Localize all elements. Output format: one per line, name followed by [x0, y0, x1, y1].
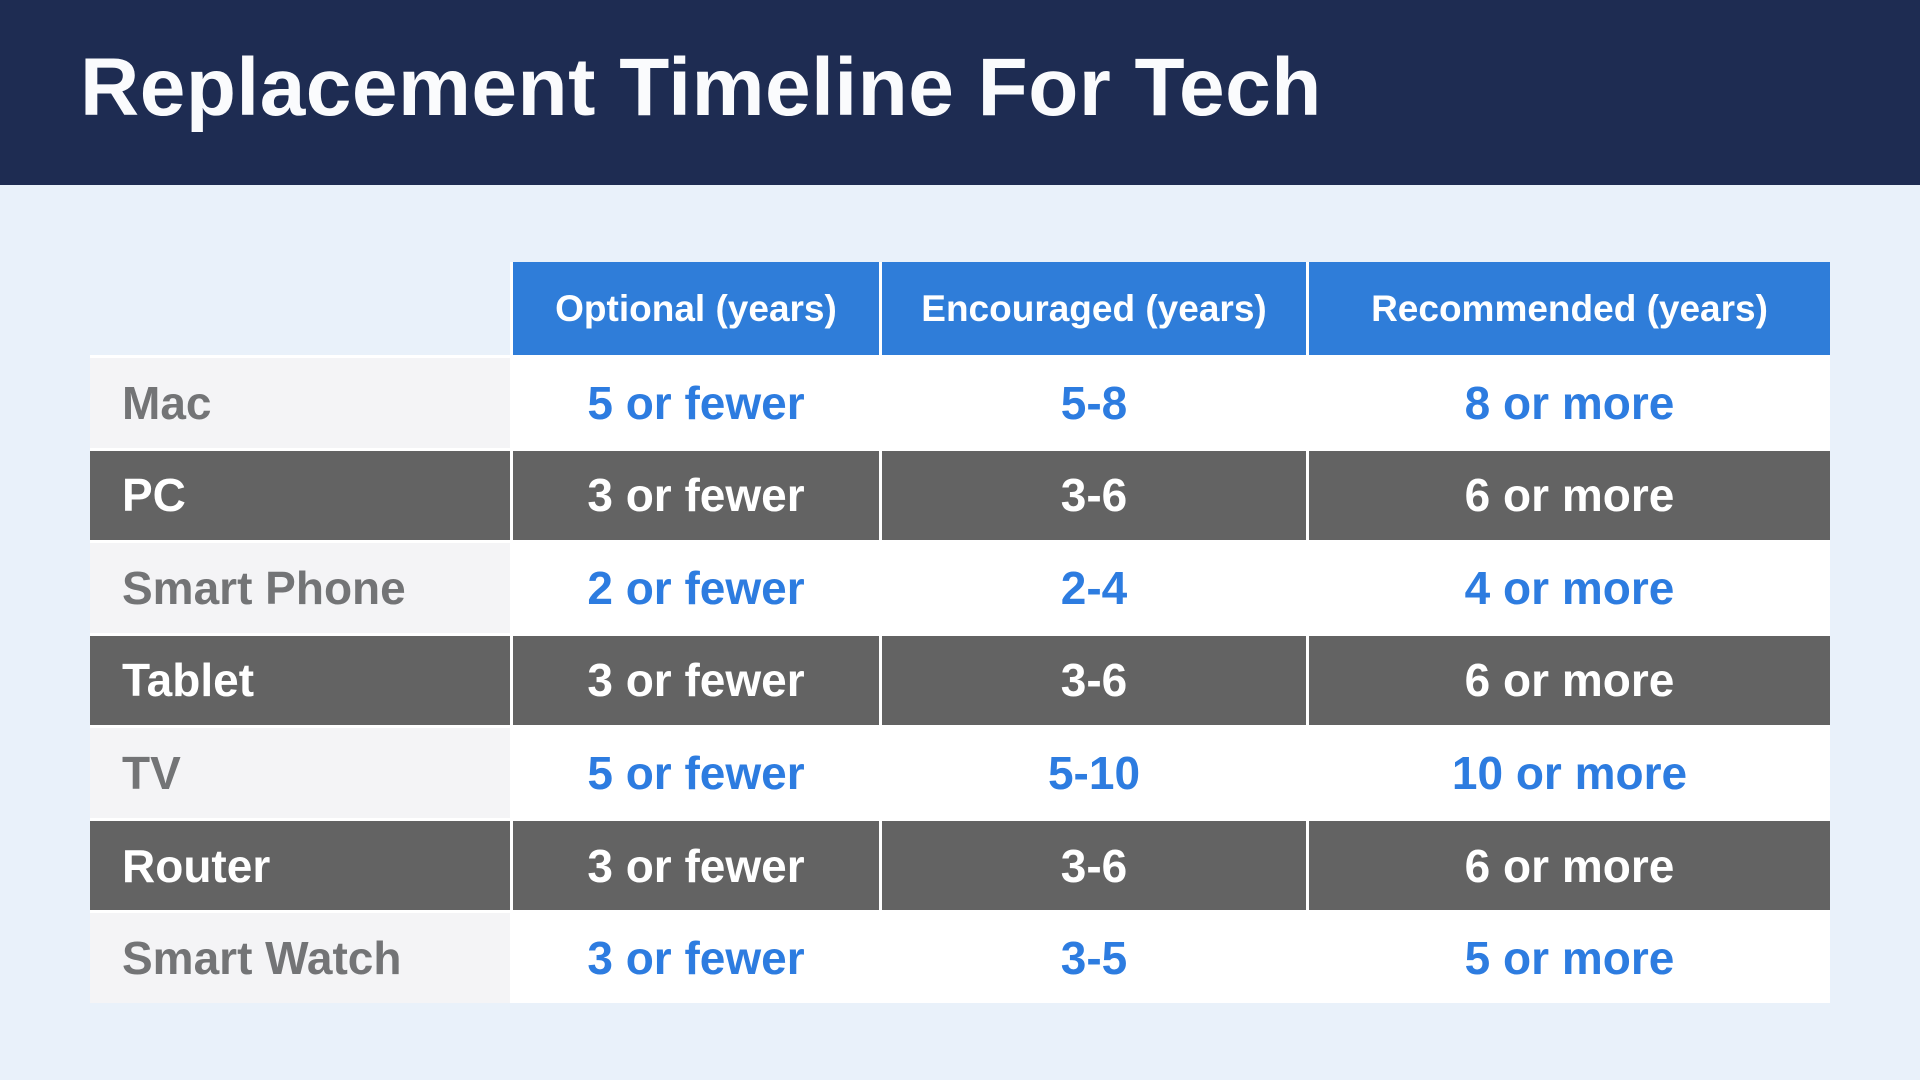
column-header-recommended: Recommended (years)	[1309, 262, 1830, 355]
cell-tablet-optional: 3 or fewer	[513, 635, 879, 726]
cell-tv-encouraged: 5-10	[882, 728, 1306, 818]
row-label-smart-watch: Smart Watch	[90, 913, 510, 1003]
cell-pc-recommended: 6 or more	[1309, 450, 1830, 541]
cell-pc-optional: 3 or fewer	[513, 450, 879, 541]
row-label-router: Router	[90, 820, 510, 911]
row-label-tablet: Tablet	[90, 635, 510, 726]
cell-mac-recommended: 8 or more	[1309, 358, 1830, 448]
cell-tablet-encouraged: 3-6	[882, 635, 1306, 726]
row-label-smart-phone: Smart Phone	[90, 543, 510, 633]
column-header-encouraged: Encouraged (years)	[882, 262, 1306, 355]
cell-router-optional: 3 or fewer	[513, 820, 879, 911]
cell-smart-phone-encouraged: 2-4	[882, 543, 1306, 633]
cell-mac-optional: 5 or fewer	[513, 358, 879, 448]
table-corner-spacer	[90, 262, 510, 355]
row-label-mac: Mac	[90, 358, 510, 448]
cell-smart-phone-optional: 2 or fewer	[513, 543, 879, 633]
row-label-pc: PC	[90, 450, 510, 541]
cell-router-recommended: 6 or more	[1309, 820, 1830, 911]
cell-smart-watch-recommended: 5 or more	[1309, 913, 1830, 1003]
cell-tv-optional: 5 or fewer	[513, 728, 879, 818]
column-header-optional: Optional (years)	[513, 262, 879, 355]
title-bar: Replacement Timeline For Tech	[0, 0, 1920, 185]
cell-smart-watch-optional: 3 or fewer	[513, 913, 879, 1003]
cell-smart-watch-encouraged: 3-5	[882, 913, 1306, 1003]
page-title: Replacement Timeline For Tech	[80, 41, 1322, 133]
cell-router-encouraged: 3-6	[882, 820, 1306, 911]
cell-pc-encouraged: 3-6	[882, 450, 1306, 541]
replacement-timeline-table: Optional (years) Encouraged (years) Reco…	[90, 262, 1830, 1003]
cell-mac-encouraged: 5-8	[882, 358, 1306, 448]
cell-tablet-recommended: 6 or more	[1309, 635, 1830, 726]
row-label-tv: TV	[90, 728, 510, 818]
cell-tv-recommended: 10 or more	[1309, 728, 1830, 818]
cell-smart-phone-recommended: 4 or more	[1309, 543, 1830, 633]
